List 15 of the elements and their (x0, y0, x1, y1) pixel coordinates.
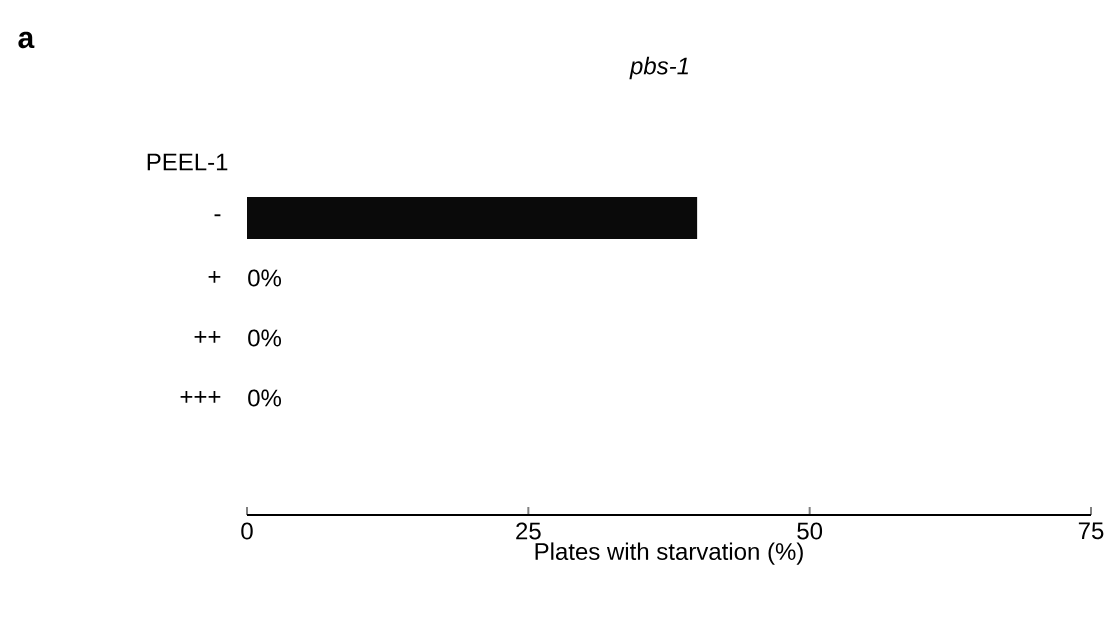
data-label: 0% (248, 269, 282, 287)
y-tick-label: ++ (194, 331, 221, 343)
y-tick-label: +++ (180, 391, 221, 403)
x-axis-title: Plates with starvation (%) (535, 542, 803, 565)
data-label: 0% (248, 329, 282, 347)
data-label: 0% (248, 389, 282, 407)
y-tick-label: + (208, 271, 221, 283)
y-axis-title: PEEL-1 (147, 153, 228, 171)
text: a (18, 31, 35, 49)
x-tick-label: 25 (516, 522, 541, 540)
chart-title: pbs-1 (629, 56, 688, 80)
y-tick-label: - (214, 214, 221, 217)
x-tick-label: 75 (1078, 522, 1104, 540)
x-tick-label: 50 (797, 522, 823, 540)
x-tick-label: 0 (241, 522, 253, 540)
